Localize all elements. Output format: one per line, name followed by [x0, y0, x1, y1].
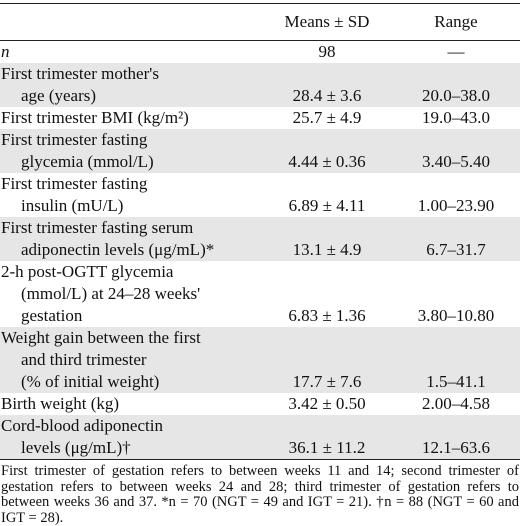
label-line: Cord-blood adiponectin	[1, 416, 163, 435]
label-line: gestation	[21, 306, 83, 325]
label-line: glycemia (mmol/L)	[21, 152, 154, 171]
row-label: Cord-blood adiponectin levels (μg/mL)†	[0, 415, 262, 460]
row-label: Birth weight (kg)	[0, 393, 262, 415]
label-line: First trimester BMI (kg/m²)	[1, 108, 189, 127]
range-cell: 12.1–63.6	[422, 438, 490, 457]
table-row: First trimester fasting serum adiponectin…	[0, 217, 520, 261]
label-line: First trimester fasting	[1, 174, 148, 193]
means-cell: 6.83 ± 1.36	[288, 306, 366, 325]
header-cell: Range	[434, 12, 478, 31]
label-line: First trimester fasting serum	[1, 218, 194, 237]
means-cell: 98	[318, 42, 336, 61]
footnote: First trimester of gestation refers to b…	[1, 463, 519, 526]
range-cell: 3.40–5.40	[422, 152, 490, 171]
range-cell: 20.0–38.0	[422, 86, 490, 105]
header-blank	[0, 4, 262, 41]
range-cell: 1.5–41.1	[426, 372, 486, 391]
table-body: n 98 — First trimester mother's age (years) 2…	[0, 41, 520, 460]
table-row: Cord-blood adiponectin levels (μg/mL)† 36.…	[0, 415, 520, 460]
label-line: Weight gain between the first	[1, 328, 201, 347]
row-label: First trimester fasting serum adiponectin…	[0, 217, 262, 261]
means-cell: 6.89 ± 4.11	[288, 196, 366, 215]
row-label: First trimester fasting glycemia (mmol/L)	[0, 129, 262, 173]
label-line: (% of initial weight)	[21, 372, 160, 391]
page: Means ± SD Range n 98 — First trimester mot…	[0, 3, 520, 526]
label-line: n	[1, 42, 10, 61]
label-line: Birth weight (kg)	[1, 394, 120, 413]
means-cell: 3.42 ± 0.50	[288, 394, 366, 413]
header-row: Means ± SD Range	[0, 3, 520, 41]
label-line: and third trimester	[21, 350, 147, 369]
label-line: (mmol/L) at 24–28 weeks'	[21, 284, 201, 303]
means-cell: 13.1 ± 4.9	[292, 240, 362, 259]
range-cell: 6.7–31.7	[426, 240, 486, 259]
label-line: adiponectin levels (μg/mL)*	[21, 240, 215, 259]
label-line: First trimester fasting	[1, 130, 148, 149]
means-cell: 25.7 ± 4.9	[292, 108, 362, 127]
table-row: First trimester fasting insulin (mU/L) 6.8…	[0, 173, 520, 217]
table-row: Weight gain between the first and third t…	[0, 327, 520, 393]
range-cell: —	[447, 42, 465, 61]
means-cell: 36.1 ± 11.2	[288, 438, 366, 457]
row-label: 2-h post-OGTT glycemia (mmol/L) at 24–28 …	[0, 261, 262, 327]
range-cell: 2.00–4.58	[422, 394, 490, 413]
row-label: n	[0, 41, 262, 64]
label-line: 2-h post-OGTT glycemia	[1, 262, 174, 281]
table-row: First trimester fasting glycemia (mmol/L)…	[0, 129, 520, 173]
label-line: insulin (mU/L)	[21, 196, 124, 215]
data-table: Means ± SD Range n 98 — First trimester mot…	[0, 3, 520, 460]
range-cell: 19.0–43.0	[422, 108, 490, 127]
means-cell: 17.7 ± 7.6	[292, 372, 362, 391]
range-cell: 3.80–10.80	[417, 306, 495, 325]
means-cell: 28.4 ± 3.6	[292, 86, 362, 105]
row-label: First trimester mother's age (years)	[0, 63, 262, 107]
row-label: Weight gain between the first and third t…	[0, 327, 262, 393]
table-row: 2-h post-OGTT glycemia (mmol/L) at 24–28 …	[0, 261, 520, 327]
label-line: age (years)	[21, 86, 97, 105]
table-row: First trimester mother's age (years) 28.4 …	[0, 63, 520, 107]
row-label: First trimester BMI (kg/m²)	[0, 107, 262, 129]
table-row: First trimester BMI (kg/m²) 25.7 ± 4.9 19.…	[0, 107, 520, 129]
means-cell: 4.44 ± 0.36	[288, 152, 366, 171]
label-line: First trimester mother's	[1, 64, 159, 83]
table-row: Birth weight (kg) 3.42 ± 0.50 2.00–4.58	[0, 393, 520, 415]
row-label: First trimester fasting insulin (mU/L)	[0, 173, 262, 217]
label-line: levels (μg/mL)†	[21, 438, 131, 457]
range-cell: 1.00–23.90	[417, 196, 495, 215]
header-cell: Means ± SD	[284, 12, 370, 31]
table-row: n 98 —	[0, 41, 520, 64]
